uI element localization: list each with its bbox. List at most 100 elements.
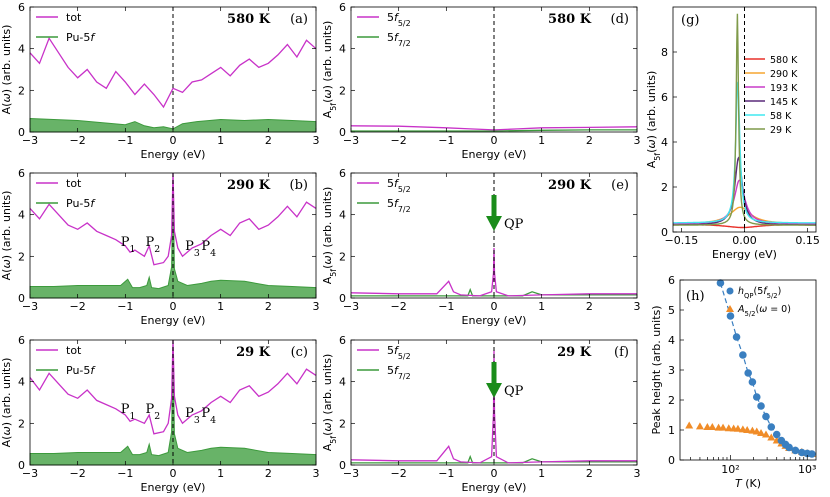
y-tick-label-a: 4 [18, 43, 25, 56]
y-tick-label-h: 4 [668, 334, 675, 347]
temperature-label: 290 K [227, 178, 271, 193]
legend-label-tot: tot [66, 177, 82, 190]
legend-label-193K: 193 K [770, 83, 798, 94]
x-tick-label-h: 10³ [798, 463, 816, 476]
y-axis-label: A(ω) (arb. units) [0, 358, 13, 448]
y-tick-label-g: 4 [661, 136, 668, 149]
circle-marker [752, 393, 761, 401]
x-tick-label-f: 0 [491, 467, 498, 480]
circle-marker [744, 369, 752, 377]
triangle-marker [757, 429, 766, 436]
legend-label-5f72: 5f7/2 [387, 364, 411, 381]
legend-label-tot: tot [66, 11, 82, 24]
panel-d: −3 −2 −1 0 1 2 3 0 2 4 6 Energy (eV) A5f(ω) (arb. un… [321, 1, 641, 161]
y-tick-label-h: 2 [668, 394, 675, 407]
x-tick-label-f: −3 [343, 467, 359, 480]
legend-label-29K: 29 K [770, 125, 792, 136]
y-axis-label: Peak height (arb. units) [650, 305, 663, 434]
peak-label-P3: P3 [185, 406, 200, 426]
y-tick-label-g: 6 [661, 91, 668, 104]
panel-f: −3 −2 −1 0 1 2 3 0 2 4 6 Energy (eV) A5f(ω) (arb. un… [321, 334, 641, 494]
x-tick-label-c: 3 [313, 467, 320, 480]
legend-label-a52: A5/2(ω = 0) [737, 304, 791, 318]
legend-label-5f52: 5f5/2 [387, 11, 411, 28]
qp-arrow-head [486, 216, 502, 231]
x-tick-label-d: −3 [343, 134, 359, 147]
circle-marker [772, 430, 781, 439]
x-tick-label-f: −2 [391, 467, 407, 480]
x-axis-label: Energy (eV) [462, 148, 527, 161]
x-tick-label-d: 1 [538, 134, 545, 147]
y-tick-label-b: 6 [18, 167, 25, 180]
circle-marker [739, 351, 747, 359]
x-tick-label-a: 2 [265, 134, 272, 147]
panel-e: −3 −2 −1 0 1 2 3 0 2 4 6 Energy (eV) A5f(ω) (arb. un… [321, 167, 641, 327]
temperature-label: 29 K [236, 345, 271, 360]
legend-label-145K: 145 K [770, 97, 798, 108]
legend-label-580K: 580 K [770, 55, 798, 66]
peak-label-P1: P1 [121, 235, 136, 255]
legend-marker-a52 [726, 305, 734, 312]
x-axis-label: Energy (eV) [712, 248, 777, 261]
y-tick-label-c: 6 [18, 334, 25, 347]
legend-label-5f72: 5f7/2 [387, 31, 411, 48]
x-axis-label: Energy (eV) [141, 481, 206, 494]
legend-label-pu5f: Pu-5f [66, 197, 96, 210]
temperature-label: 580 K [227, 12, 271, 27]
qp-arrow-head [486, 383, 502, 398]
circle-marker [791, 446, 800, 455]
legend-label-pu5f: Pu-5f [66, 364, 96, 377]
x-tick-label-a: −3 [22, 134, 38, 147]
y-tick-label-a: 2 [18, 84, 25, 97]
y-axis-label: A5f(ω) (arb. units) [321, 21, 338, 119]
panel-label: (a) [290, 12, 308, 27]
x-tick-label-d: 3 [634, 134, 641, 147]
legend-label-5f72: 5f7/2 [387, 197, 411, 214]
circle-marker [757, 402, 765, 410]
y-tick-label-h: 1 [668, 424, 675, 437]
x-tick-label-f: 1 [538, 467, 545, 480]
legend-label-290K: 290 K [770, 69, 798, 80]
circle-marker [785, 443, 793, 452]
y-tick-label-h: 3 [668, 364, 675, 377]
x-tick-label-b: 0 [170, 300, 177, 313]
y-axis-label: A5f(ω) (arb. units) [321, 187, 338, 285]
y-tick-label-e: 0 [339, 292, 346, 305]
circle-marker [762, 412, 770, 421]
x-tick-label-g: −0.15 [665, 234, 699, 247]
triangle-marker [733, 424, 742, 432]
y-tick-label-g: 2 [661, 181, 668, 194]
series-tot-line [29, 339, 317, 435]
x-tick-label-e: −2 [391, 300, 407, 313]
series-pu5f-area [29, 117, 317, 133]
x-tick-label-e: 2 [586, 300, 593, 313]
legend-label-5f52: 5f5/2 [387, 344, 411, 361]
x-tick-label-g: 0.00 [732, 234, 757, 247]
panel-label: (c) [291, 345, 308, 360]
x-tick-label-c: 1 [217, 467, 224, 480]
peak-label-P2: P2 [146, 235, 161, 255]
x-tick-label-e: −3 [343, 300, 359, 313]
x-tick-label-c: 2 [265, 467, 272, 480]
x-tick-label-d: 2 [586, 134, 593, 147]
triangle-marker [767, 433, 776, 441]
peak-label-P4: P4 [201, 239, 216, 259]
panel-label: (g) [681, 13, 699, 28]
y-tick-label-b: 2 [18, 250, 25, 263]
circle-marker [808, 450, 816, 458]
x-tick-label-f: 3 [634, 467, 641, 480]
panel-g: −0.15 0.00 0.15 0 2 4 6 8 Energy (eV) A5f(ω) (arb… [645, 6, 820, 261]
panel-label: (e) [611, 178, 629, 193]
x-tick-label-a: 0 [170, 134, 177, 147]
x-tick-label-h: 10² [721, 463, 739, 476]
x-axis-label: T (K) [735, 477, 761, 490]
panel-a: −3 −2 −1 0 1 2 3 0 2 4 6 Energy (eV) A(ω) (arb. unit… [0, 1, 320, 161]
peak-label-P3: P3 [185, 239, 200, 259]
legend-label-58K: 58 K [770, 111, 792, 122]
x-tick-label-f: 2 [586, 467, 593, 480]
circle-marker [732, 333, 741, 341]
x-tick-label-g: 0.15 [795, 234, 820, 247]
x-tick-label-c: −1 [117, 467, 133, 480]
y-tick-label-f: 0 [339, 459, 346, 472]
y-tick-label-e: 2 [339, 250, 346, 263]
